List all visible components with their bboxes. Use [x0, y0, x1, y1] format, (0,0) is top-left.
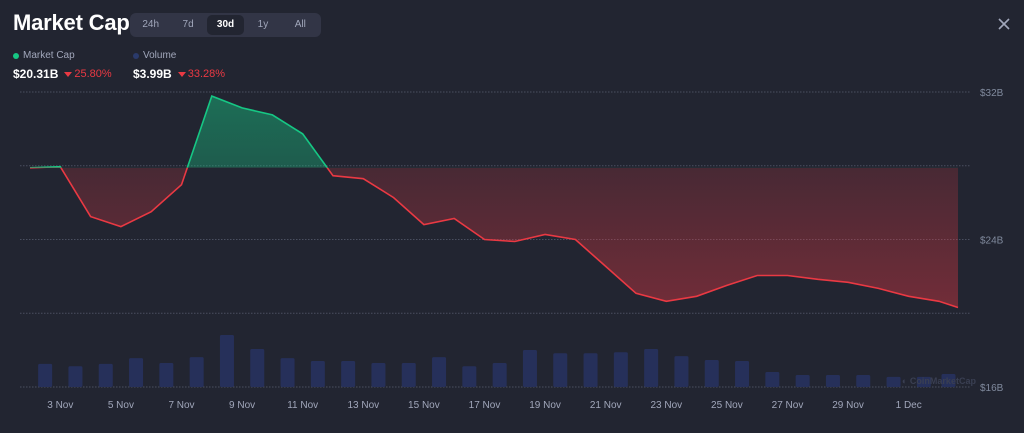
- volume-change-value: 33.28%: [187, 68, 226, 80]
- volume-bar[interactable]: [553, 353, 568, 387]
- volume-summary: $3.99B 33.28%: [133, 67, 225, 81]
- volume-bar[interactable]: [856, 374, 871, 387]
- x-tick-label: 19 Nov: [529, 400, 561, 411]
- market-cap-line-down: [29, 167, 959, 309]
- legend-market-cap-label: Market Cap: [23, 50, 75, 61]
- x-tick-label: 5 Nov: [108, 400, 134, 411]
- tab-24h[interactable]: 24h: [142, 19, 160, 30]
- volume-bar[interactable]: [189, 357, 204, 387]
- x-tick-label: 3 Nov: [47, 400, 73, 411]
- volume-bar[interactable]: [704, 360, 719, 387]
- volume-dot-icon: [133, 52, 139, 59]
- volume-bar[interactable]: [674, 356, 689, 387]
- legend-volume[interactable]: Volume: [133, 50, 176, 61]
- volume-bar[interactable]: [522, 349, 537, 387]
- tab-7d[interactable]: 7d: [182, 19, 194, 30]
- volume-bar[interactable]: [280, 358, 295, 387]
- market-cap-dot-icon: [13, 52, 19, 59]
- x-tick-label: 1 Dec: [896, 400, 922, 411]
- x-tick-label: 9 Nov: [229, 400, 255, 411]
- volume-bar[interactable]: [916, 376, 931, 387]
- market-cap-change-value: 25.80%: [74, 68, 112, 80]
- volume-bar[interactable]: [825, 374, 840, 387]
- volume-bar[interactable]: [129, 358, 144, 387]
- caret-down-icon: [64, 71, 73, 77]
- volume-bar[interactable]: [310, 361, 325, 387]
- volume-bar[interactable]: [250, 348, 265, 387]
- tab-30d[interactable]: 30d: [206, 15, 245, 35]
- volume-bar[interactable]: [795, 374, 810, 387]
- x-tick-label: 17 Nov: [469, 400, 501, 411]
- tab-all[interactable]: All: [294, 19, 306, 30]
- volume-bar[interactable]: [371, 362, 386, 387]
- volume-bar[interactable]: [735, 361, 750, 387]
- x-tick-label: 7 Nov: [168, 400, 194, 411]
- volume-bar[interactable]: [159, 362, 174, 387]
- volume-bar[interactable]: [492, 362, 507, 387]
- y-tick-label: $32B: [980, 88, 1004, 99]
- volume-bar[interactable]: [765, 372, 780, 387]
- volume-bar[interactable]: [38, 363, 53, 387]
- volume-change: 33.28%: [177, 68, 226, 80]
- x-tick-label: 21 Nov: [590, 400, 622, 411]
- x-tick-label: 11 Nov: [287, 400, 318, 411]
- market-cap-area-up: [30, 96, 958, 168]
- coinmarketcap-watermark: ◐ CoinMarketCap: [902, 376, 976, 386]
- volume-bar[interactable]: [98, 363, 113, 387]
- y-tick-label: $16B: [980, 383, 1004, 394]
- volume-bar[interactable]: [886, 376, 901, 387]
- volume-bar[interactable]: [583, 353, 598, 387]
- volume-value: $3.99B: [133, 67, 172, 81]
- legend-market-cap[interactable]: Market Cap: [13, 50, 75, 61]
- timeframe-tabs: 24h 7d 30d 1y All: [130, 13, 321, 37]
- market-cap-area-down: [30, 167, 958, 308]
- x-tick-label: 25 Nov: [711, 400, 743, 411]
- page-title: Market Cap: [13, 10, 130, 35]
- volume-bar[interactable]: [68, 366, 83, 387]
- x-tick-label: 27 Nov: [772, 400, 804, 411]
- volume-bar[interactable]: [432, 357, 447, 387]
- x-tick-label: 29 Nov: [832, 400, 864, 411]
- market-cap-summary: $20.31B 25.80%: [13, 67, 112, 81]
- volume-bar[interactable]: [219, 335, 234, 387]
- volume-bar[interactable]: [613, 352, 628, 387]
- volume-bar[interactable]: [941, 374, 956, 387]
- x-tick-label: 23 Nov: [650, 400, 682, 411]
- volume-bar[interactable]: [401, 362, 416, 387]
- y-tick-label: $24B: [980, 236, 1004, 247]
- market-cap-change: 25.80%: [64, 68, 112, 80]
- legend-volume-label: Volume: [143, 50, 177, 61]
- x-tick-label: 13 Nov: [347, 400, 379, 411]
- close-icon[interactable]: [996, 16, 1012, 32]
- caret-down-icon: [177, 71, 186, 77]
- x-tick-label: 15 Nov: [408, 400, 440, 411]
- market-cap-value: $20.31B: [13, 67, 59, 81]
- tab-1y[interactable]: 1y: [257, 19, 269, 30]
- volume-bar[interactable]: [341, 361, 356, 387]
- volume-bar[interactable]: [644, 348, 659, 387]
- volume-bar[interactable]: [462, 366, 477, 387]
